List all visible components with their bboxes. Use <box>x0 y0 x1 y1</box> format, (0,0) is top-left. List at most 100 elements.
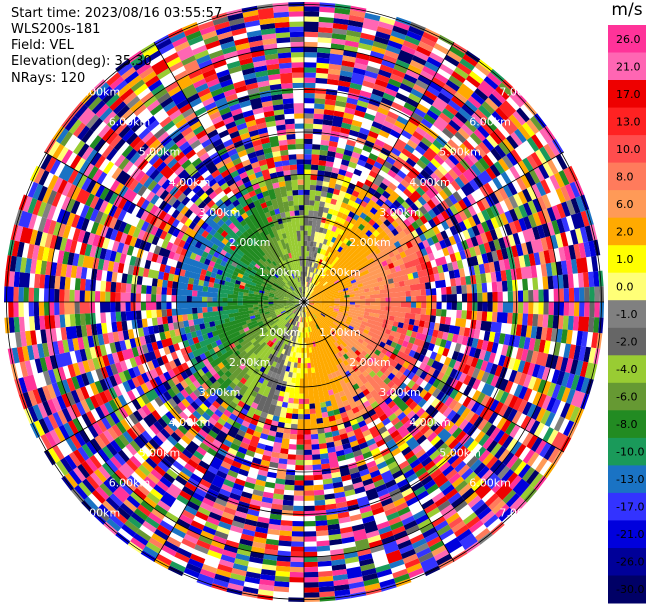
velocity-gate <box>448 516 463 529</box>
velocity-gate <box>18 287 218 302</box>
velocity-gate <box>467 116 481 129</box>
velocity-gate <box>205 40 227 69</box>
velocity-gate <box>334 341 375 393</box>
velocity-gate <box>420 456 433 467</box>
velocity-gate <box>320 120 406 272</box>
velocity-gate <box>157 92 171 104</box>
velocity-gate <box>502 356 531 375</box>
velocity-gate <box>224 233 240 248</box>
velocity-gate <box>199 192 209 201</box>
azimuth-spoke <box>303 41 455 303</box>
velocity-gate <box>148 449 165 465</box>
velocity-gate <box>184 130 196 142</box>
velocity-gate <box>448 110 505 166</box>
velocity-gate <box>372 173 385 187</box>
velocity-gate <box>313 474 326 511</box>
velocity-gate <box>80 399 91 414</box>
velocity-gate <box>545 354 579 375</box>
velocity-gate <box>378 525 405 569</box>
velocity-gate <box>69 289 299 302</box>
velocity-gate <box>306 306 460 525</box>
velocity-gate <box>320 12 350 146</box>
velocity-gate <box>64 276 71 290</box>
velocity-gate <box>75 387 85 402</box>
velocity-gate <box>188 180 199 191</box>
velocity-gate <box>178 275 210 287</box>
velocity-gate <box>476 228 584 265</box>
velocity-gate <box>304 429 320 593</box>
velocity-gate <box>368 123 458 227</box>
velocity-gate <box>328 306 440 331</box>
velocity-gate <box>474 502 489 516</box>
velocity-gate <box>436 164 501 214</box>
velocity-gate <box>150 225 159 236</box>
velocity-gate <box>441 243 524 273</box>
velocity-gate <box>258 319 286 346</box>
velocity-gate <box>235 179 244 188</box>
velocity-gate <box>181 467 193 478</box>
velocity-gate <box>202 68 268 209</box>
velocity-gate <box>476 200 486 212</box>
velocity-gate <box>217 147 270 236</box>
velocity-gate <box>102 337 173 367</box>
velocity-gate <box>547 274 569 290</box>
velocity-gate <box>304 87 316 94</box>
velocity-gate <box>366 438 427 549</box>
velocity-gate <box>306 311 381 592</box>
velocity-gate <box>344 294 350 298</box>
velocity-gate <box>151 508 166 521</box>
velocity-gate <box>332 321 548 473</box>
colorbar-bin <box>608 520 646 549</box>
velocity-gate <box>145 347 227 402</box>
velocity-gate <box>331 471 342 479</box>
velocity-gate <box>290 41 304 114</box>
velocity-gate <box>251 50 275 118</box>
velocity-gate <box>187 244 227 267</box>
velocity-gate <box>124 357 262 534</box>
velocity-gate <box>304 67 317 73</box>
velocity-gate <box>110 291 116 302</box>
velocity-gate <box>308 190 346 288</box>
velocity-gate <box>115 302 162 312</box>
velocity-gate <box>117 197 168 231</box>
velocity-gate <box>274 16 290 23</box>
velocity-gate <box>355 415 365 424</box>
velocity-gate <box>334 589 351 597</box>
velocity-gate <box>304 307 313 466</box>
velocity-gate <box>368 356 522 490</box>
velocity-gate <box>390 404 461 485</box>
velocity-gate <box>387 40 403 50</box>
velocity-gate <box>33 287 243 302</box>
velocity-gate <box>335 370 372 438</box>
velocity-gate <box>65 198 300 301</box>
velocity-gate <box>361 412 452 566</box>
velocity-gate <box>300 276 302 282</box>
velocity-gate <box>409 167 420 177</box>
velocity-gate <box>180 205 229 245</box>
velocity-gate <box>327 73 340 81</box>
velocity-gate <box>376 113 436 195</box>
velocity-gate <box>82 420 164 494</box>
velocity-gate <box>276 314 297 347</box>
velocity-gate <box>196 539 211 550</box>
velocity-gate <box>450 75 481 108</box>
colorbar-tick-label: -2.0 <box>616 336 637 349</box>
velocity-gate <box>440 200 450 211</box>
velocity-gate <box>59 302 91 315</box>
velocity-gate <box>122 325 160 341</box>
velocity-gate <box>54 275 61 290</box>
velocity-gate <box>396 61 440 126</box>
velocity-gate <box>310 428 318 435</box>
velocity-gate <box>235 42 250 51</box>
velocity-gate <box>516 107 530 123</box>
velocity-gate <box>469 413 480 425</box>
velocity-gate <box>264 291 300 301</box>
velocity-gate <box>219 423 257 498</box>
velocity-gate <box>385 438 418 484</box>
range-ring-label: 3.00km <box>199 206 241 219</box>
velocity-gate <box>331 236 337 243</box>
velocity-gate <box>357 69 392 141</box>
velocity-gate <box>108 217 118 229</box>
velocity-gate <box>278 346 295 397</box>
velocity-gate <box>474 108 488 122</box>
